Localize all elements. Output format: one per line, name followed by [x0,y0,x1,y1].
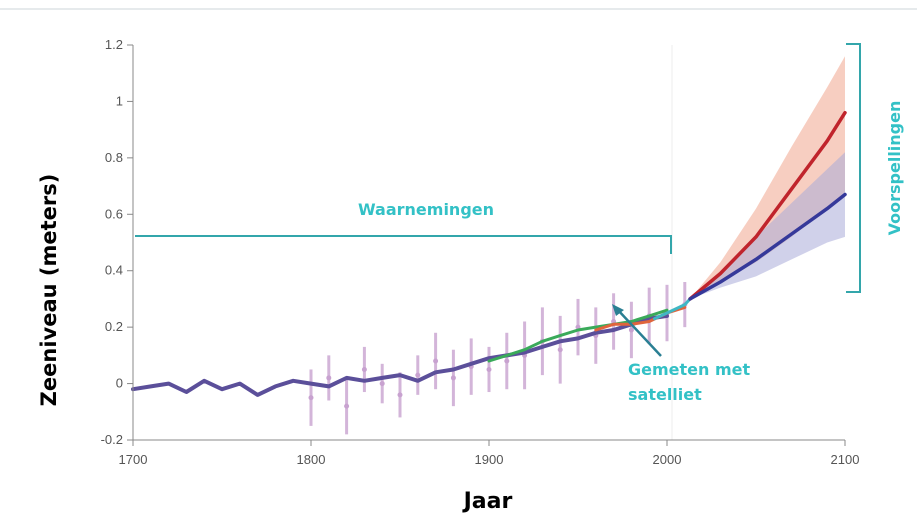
x-tick-label: 2000 [653,452,682,467]
data-point [308,395,314,401]
projection-band-6 [690,152,845,299]
y-axis-ticks: -0.2 0 0.2 0.4 0.6 0.8 1 1.2 [101,37,133,447]
x-axis-title: Jaar [462,489,513,514]
y-tick-label: 0.8 [105,150,123,165]
satellite-label-line1: Gemeten met [628,360,750,379]
observations-bracket [135,235,672,254]
x-axis-ticks: 1700 1800 1900 2000 2100 [119,440,860,467]
y-axis-title: Zeeniveau (meters) [37,174,61,407]
data-point [379,381,385,387]
data-point [486,366,492,372]
x-tick-label: 1800 [297,452,326,467]
series-line-2 [487,308,669,363]
data-point [504,358,510,364]
data-point [361,366,367,372]
series-line-4 [653,297,692,321]
projections-bracket [846,43,861,293]
data-point [326,375,332,381]
series-line-0 [131,313,669,397]
series-line-6 [688,192,847,301]
data-point [433,358,439,364]
satellite-arrow [616,308,662,357]
observations-label: Waarnemingen [358,200,494,219]
y-tick-label: 1 [116,93,123,108]
data-point [450,375,456,381]
satellite-label-line2: satelliet [628,385,702,404]
y-tick-label: 0.4 [105,263,123,278]
y-tick-label: 0 [116,376,123,391]
y-tick-label: 0.2 [105,319,123,334]
y-tick-label: 1.2 [105,37,123,52]
satellite-arrowhead [612,304,624,316]
data-point [344,403,350,409]
x-tick-label: 2100 [831,452,860,467]
projections-label: Voorspellingen [885,101,904,236]
x-tick-label: 1700 [119,452,148,467]
data-point [628,327,634,333]
data-point [397,392,403,398]
y-tick-label: -0.2 [101,432,123,447]
data-point [557,347,563,353]
x-tick-label: 1900 [475,452,504,467]
y-tick-label: 0.6 [105,206,123,221]
data-point [415,372,421,378]
series-lines [131,110,847,397]
series-line-5 [688,110,847,301]
